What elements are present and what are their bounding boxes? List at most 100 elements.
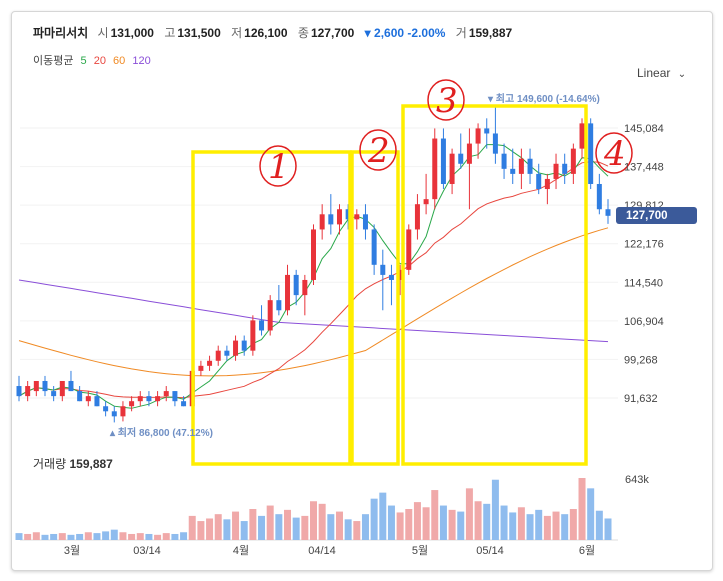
candle-body (51, 391, 57, 397)
candle-body (466, 143, 472, 164)
volume-bar (465, 488, 473, 540)
volume-max-label: 643k (625, 474, 649, 486)
candle-body (449, 153, 455, 184)
volume-bar (474, 501, 482, 540)
volume-bar (15, 533, 23, 540)
candle-body (207, 360, 213, 366)
candle-body (33, 380, 39, 392)
moving-average-legend[interactable]: 이동평균 5 20 60 120 (33, 52, 155, 68)
candle-body (285, 274, 291, 311)
volume-bar (578, 478, 586, 540)
volume-bar (102, 531, 110, 540)
candle-body (371, 229, 377, 265)
ma-120: 120 (132, 55, 151, 67)
ma-20: 20 (93, 55, 106, 67)
y-tick-label: 91,632 (624, 393, 658, 405)
candle-body (562, 163, 568, 174)
candle-body (406, 229, 412, 270)
volume-bar (67, 534, 75, 540)
price-header: 파마리서치 시 131,000 고 131,500 저 126,100 종 127,70… (33, 24, 519, 41)
open-value: 131,000 (110, 26, 154, 40)
volume-bar (569, 509, 577, 540)
candle-body (42, 380, 48, 392)
volume-bar (284, 509, 292, 540)
volume-bar (110, 529, 118, 540)
x-tick-label: 6월 (579, 544, 595, 557)
candle-body (596, 183, 602, 210)
volume-bar (249, 509, 257, 540)
candle-body (544, 178, 550, 190)
volume-bar (396, 512, 404, 540)
volume-bar (595, 510, 603, 540)
volume-bar (517, 507, 525, 540)
volume-label: 거래량 (33, 457, 67, 471)
y-tick-label: 145,084 (624, 123, 664, 135)
scale-dropdown[interactable]: Linear ⌄ (637, 66, 686, 80)
volume-bar (535, 509, 543, 540)
highlight-box (350, 150, 400, 466)
highlight-box (191, 150, 352, 466)
volume-bar (188, 515, 196, 540)
x-tick-label: 03/14 (133, 545, 161, 557)
volume-bar (266, 505, 274, 540)
volume-bar (509, 512, 517, 540)
candle-body (172, 391, 178, 402)
candle-body (77, 391, 83, 402)
volume-bar (353, 521, 361, 540)
current-price-tag-bg (616, 207, 697, 224)
highlight-box (401, 104, 588, 466)
volume-bar (154, 534, 162, 540)
candle-body (475, 128, 481, 144)
volume-bar (344, 519, 352, 540)
volume-bar (405, 509, 413, 540)
volume-bar (119, 532, 127, 540)
highlight-label-circle (259, 145, 297, 187)
y-tick-label: 137,448 (624, 162, 664, 174)
volume-header-label: 거 (455, 26, 467, 40)
candle-body (414, 204, 420, 230)
volume-bar (232, 511, 240, 540)
chart-frame (11, 11, 713, 571)
ma-120-line (18, 279, 609, 343)
volume-bar (552, 511, 560, 540)
candle-body (120, 406, 126, 417)
candle-body (198, 365, 204, 371)
candle-body (354, 214, 360, 220)
candle-body (492, 133, 498, 154)
volume-bar (162, 533, 170, 540)
candle-body (423, 199, 429, 205)
scale-label: Linear (637, 66, 671, 80)
candle-body (440, 138, 446, 184)
chevron-down-icon: ⌄ (677, 69, 687, 80)
ma-60-line (18, 227, 609, 377)
ma-5: 5 (80, 55, 87, 67)
volume-value: 159,887 (69, 457, 113, 471)
volume-bar (448, 509, 456, 540)
high-label: 고 (164, 26, 176, 40)
candle-body (215, 350, 221, 361)
candle-body (518, 158, 524, 174)
volume-bar (500, 505, 508, 540)
candle-body (345, 209, 351, 220)
highlight-label-circle (359, 129, 397, 171)
volume-bar (483, 503, 491, 540)
candle-body (233, 340, 239, 356)
volume-bar (587, 488, 595, 540)
y-tick-label: 106,904 (624, 316, 664, 328)
candle-body (85, 396, 91, 402)
volume-bar (310, 501, 317, 540)
candle-body (380, 264, 386, 275)
volume-bar (431, 490, 439, 540)
candle-body (553, 163, 559, 179)
volume-bar (422, 507, 430, 540)
y-tick-label: 99,268 (624, 354, 658, 366)
volume-bar (258, 515, 266, 540)
candle-body (605, 209, 611, 216)
volume-bar (32, 532, 40, 540)
volume-bar (206, 518, 214, 540)
highlight-label: 3 (436, 81, 458, 121)
candle-body (267, 300, 273, 331)
candle-body (181, 401, 187, 407)
candle-body (527, 158, 533, 174)
